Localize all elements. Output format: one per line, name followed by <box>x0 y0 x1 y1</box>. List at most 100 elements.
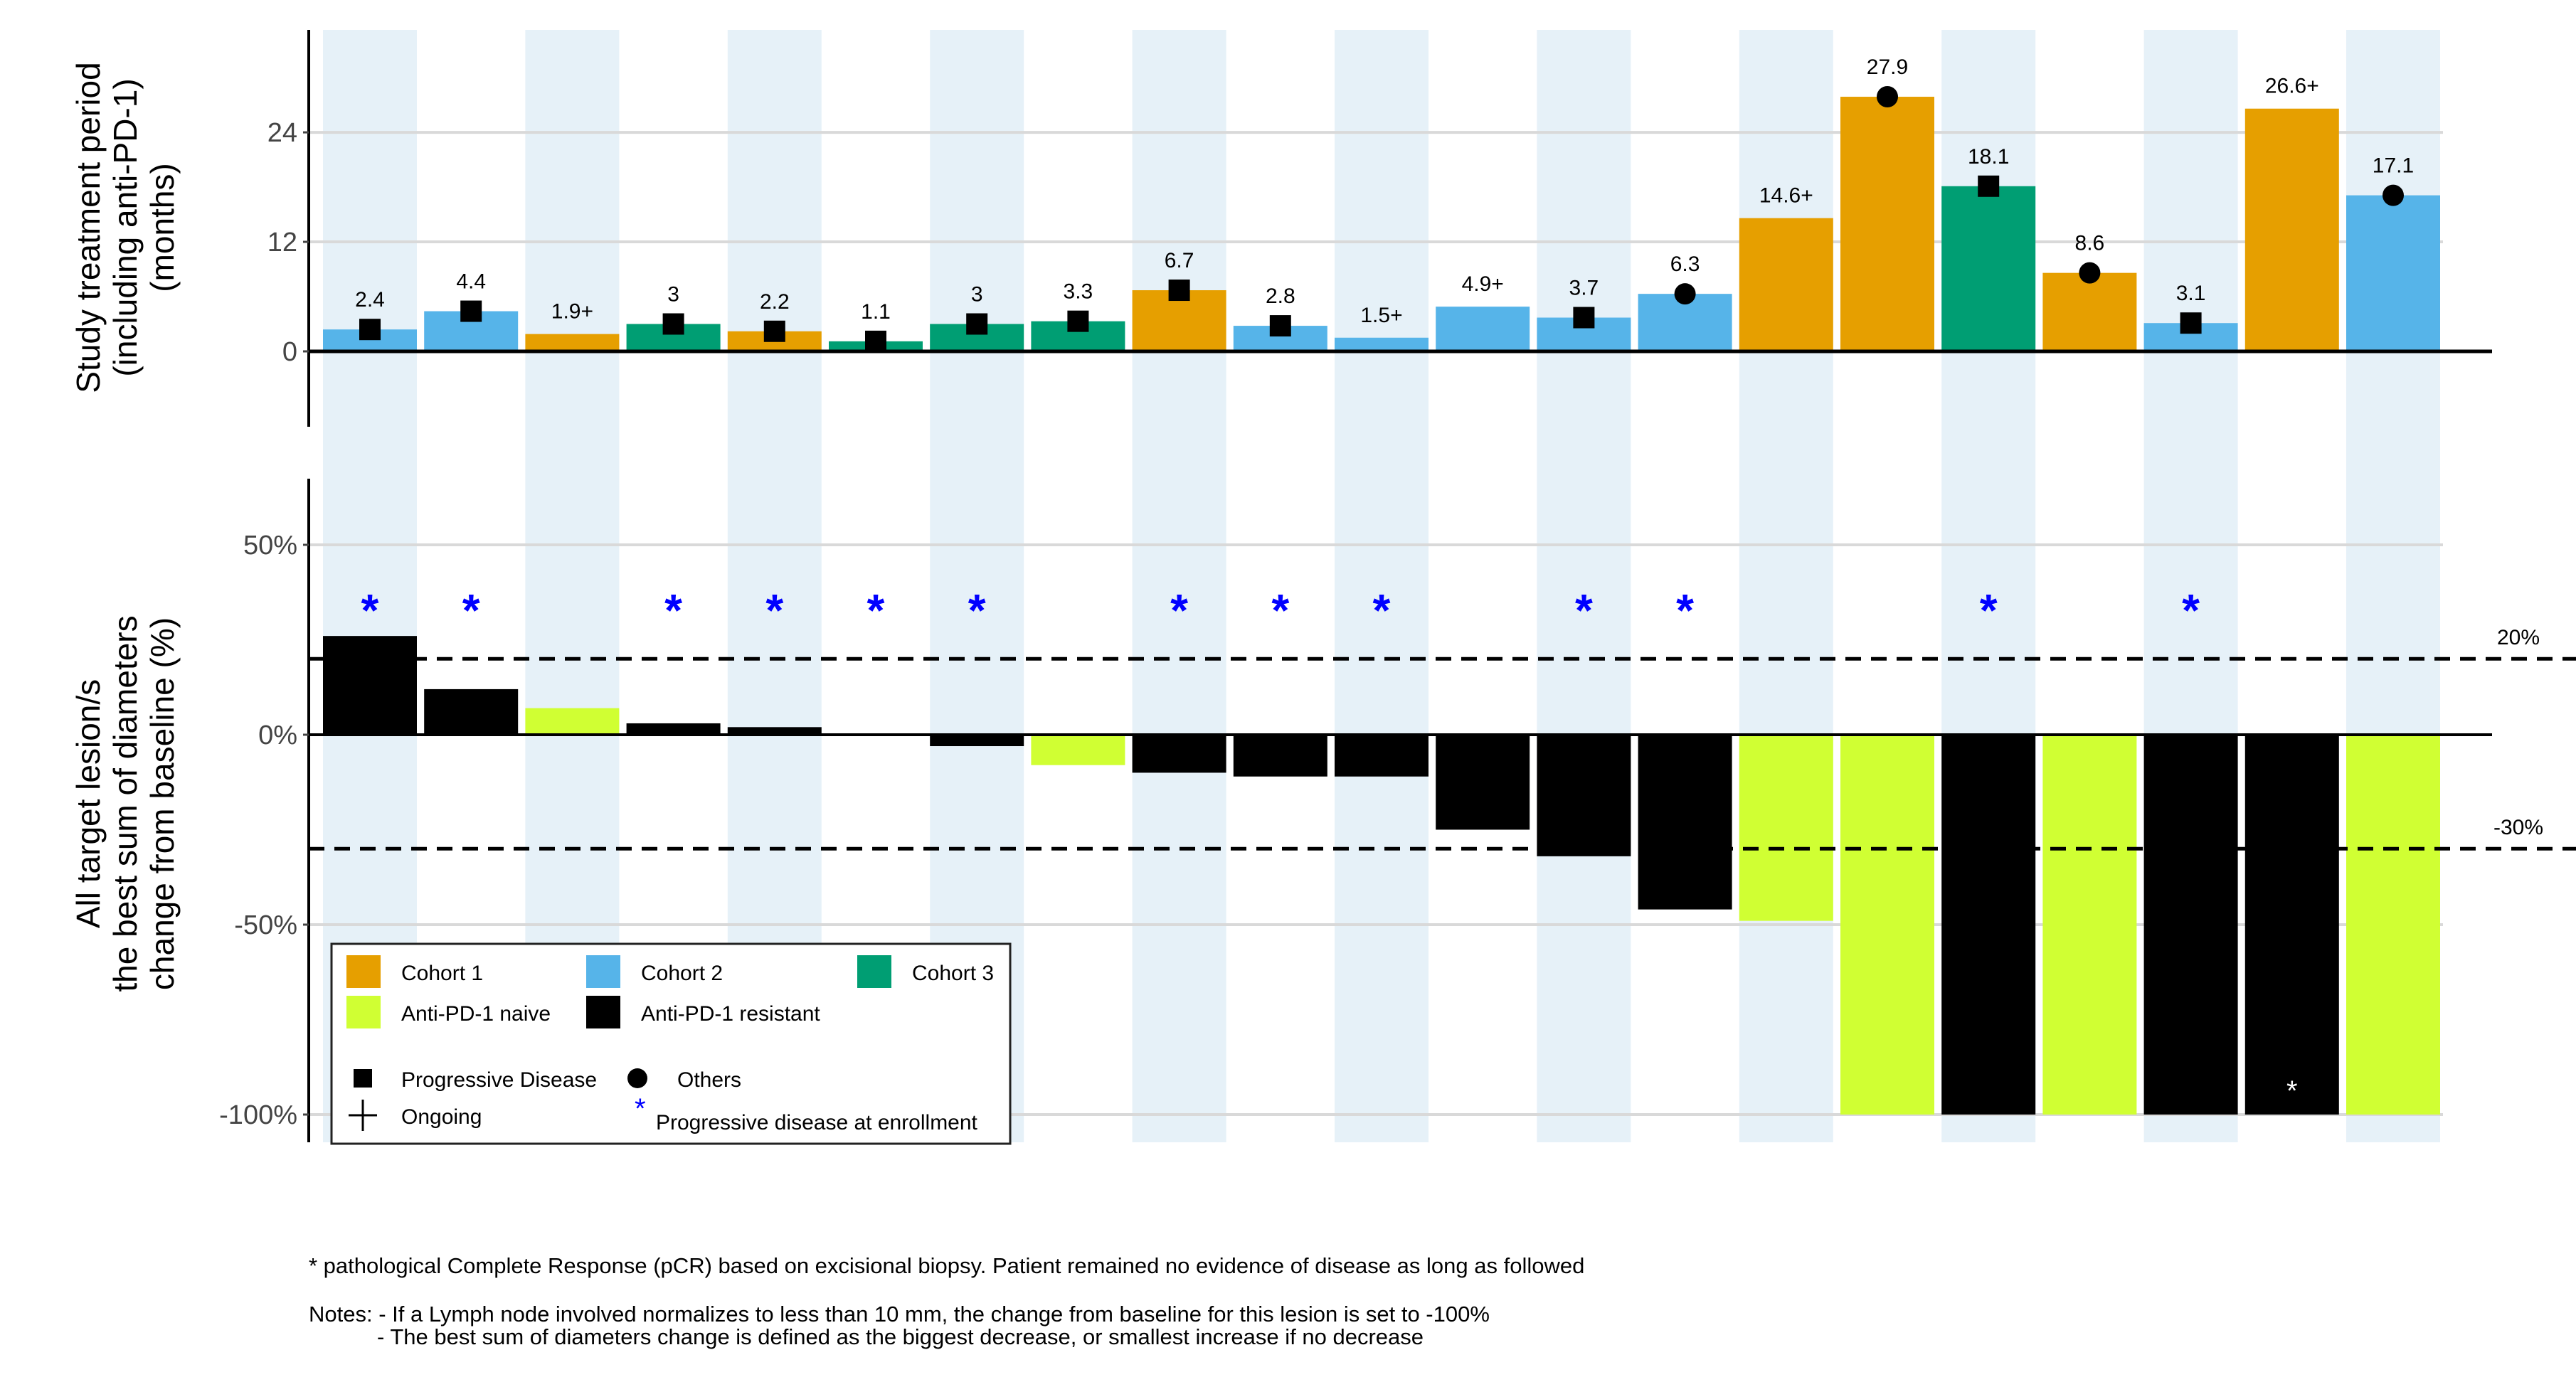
column-band <box>1739 30 1833 1142</box>
enrollment-asterisk: * <box>1676 585 1694 636</box>
legend-swatch <box>346 996 381 1028</box>
others-marker <box>1674 283 1696 305</box>
enrollment-asterisk: * <box>1170 585 1188 636</box>
value-label: 1.1 <box>861 300 891 324</box>
enrollment-asterisk: * <box>2182 585 2200 636</box>
reference-line-label: -30% <box>2493 816 2543 839</box>
y-tick-label: 12 <box>267 228 297 257</box>
progressive-disease-marker <box>865 330 886 352</box>
value-label: 1.5+ <box>1360 304 1402 327</box>
value-label: 4.4 <box>456 270 486 294</box>
y-tick-label: 0% <box>258 721 297 750</box>
legend-swatch <box>586 955 620 988</box>
value-label: 2.4 <box>355 288 385 312</box>
legend-label: Progressive Disease <box>401 1068 597 1092</box>
lesion-change-bar <box>2346 735 2440 1115</box>
y-axis-title-line: the best sum of diameters <box>107 615 144 991</box>
progressive-disease-marker <box>460 300 482 322</box>
enrollment-asterisk: * <box>1271 585 1289 636</box>
y-axis-title-line: change from baseline (%) <box>144 617 181 990</box>
value-label: 14.6+ <box>1759 184 1813 208</box>
lesion-change-bar <box>2042 735 2137 1115</box>
progressive-disease-marker <box>2180 312 2202 334</box>
y-tick-label: -50% <box>234 910 297 940</box>
y-tick-label: 24 <box>267 118 297 148</box>
enrollment-asterisk: * <box>462 585 480 636</box>
value-label: 8.6 <box>2075 232 2105 255</box>
legend-label: Progressive disease at enrollment <box>656 1111 978 1134</box>
value-label: 3.3 <box>1064 280 1093 304</box>
lesion-change-bar <box>424 688 519 735</box>
bottom-panel-lesion-change: * * * * * * * * * * * * * * 20% -30% 50% 0% -50% -100% All t… <box>70 479 2576 1142</box>
progressive-disease-marker <box>763 320 785 342</box>
treatment-bar <box>1436 307 1530 351</box>
treatment-bar <box>2346 195 2440 351</box>
lesion-change-bar <box>2143 735 2238 1115</box>
value-label: 17.1 <box>2373 154 2414 178</box>
enrollment-asterisk: * <box>1373 585 1391 636</box>
legend-label: Others <box>677 1068 741 1092</box>
enrollment-asterisk: * <box>664 585 682 636</box>
y-axis-title-line: All target lesion/s <box>70 679 107 928</box>
progressive-disease-marker <box>662 313 684 335</box>
column-band <box>1335 30 1429 1142</box>
y-tick-label: 0 <box>282 337 297 367</box>
lesion-change-bar <box>1840 735 1934 1115</box>
legend-label: Cohort 2 <box>641 962 723 985</box>
reference-line-label: 20% <box>2497 626 2540 649</box>
legend-swatch <box>857 955 891 988</box>
lesion-change-bar <box>525 708 620 735</box>
lesion-change-bar <box>930 735 1024 747</box>
treatment-bar <box>1335 337 1429 351</box>
column-band <box>1537 30 1631 1142</box>
lesion-change-bar <box>1335 735 1429 777</box>
lesion-change-bar <box>1537 735 1631 856</box>
lesion-change-bar <box>1638 735 1732 910</box>
progressive-disease-marker <box>1168 280 1190 302</box>
value-label: 27.9 <box>1867 55 1908 79</box>
value-label: 1.9+ <box>551 300 593 324</box>
lesion-change-bar <box>626 723 721 735</box>
y-axis-title-top: Study treatment period(including anti-PD… <box>70 62 181 393</box>
treatment-bar <box>1941 186 2036 351</box>
legend-swatch <box>586 996 620 1028</box>
treatment-bar <box>1840 97 1934 351</box>
legend-label: Cohort 1 <box>401 962 483 985</box>
treatment-bar <box>1739 218 1833 351</box>
treatment-bar <box>525 334 620 351</box>
treatment-bar <box>2042 272 2137 351</box>
y-axis-title-line: (including anti-PD-1) <box>107 78 144 376</box>
legend: Cohort 1 Cohort 2 Cohort 3 Anti-PD-1 naive A… <box>330 942 1012 1145</box>
legend-asterisk-icon: * <box>635 1093 646 1125</box>
enrollment-asterisk: * <box>867 585 885 636</box>
progressive-disease-marker <box>1978 175 2000 197</box>
value-label: 4.9+ <box>1462 272 1504 296</box>
lesion-change-bar <box>1436 735 1530 830</box>
value-label: 2.8 <box>1266 285 1295 308</box>
lesion-change-bar <box>727 727 822 735</box>
enrollment-asterisk: * <box>1980 585 1998 636</box>
others-marker <box>2382 184 2404 206</box>
value-label: 3 <box>667 283 679 307</box>
lesion-change-bar <box>2244 735 2339 1115</box>
value-label: 6.3 <box>1670 252 1700 276</box>
y-axis-title-line: (months) <box>144 163 181 292</box>
progressive-disease-marker <box>1067 310 1089 332</box>
progressive-disease-marker <box>1269 315 1291 337</box>
lesion-change-bar <box>1233 735 1327 777</box>
value-label: 2.2 <box>760 290 790 314</box>
lesion-change-bar <box>1941 735 2036 1115</box>
lesion-change-bar <box>1739 735 1833 921</box>
y-tick-label: -100% <box>219 1100 297 1130</box>
y-axis-title-bottom: All target lesion/sthe best sum of diame… <box>70 615 181 991</box>
legend-box <box>330 942 1012 1145</box>
legend-label: Cohort 3 <box>912 962 994 985</box>
legend-label: Ongoing <box>401 1105 482 1129</box>
lesion-change-bar <box>1132 735 1226 773</box>
y-axis-title-line: Study treatment period <box>70 62 107 393</box>
footnote-notes-2: - The best sum of diameters change is de… <box>377 1324 1424 1349</box>
legend-label: Anti-PD-1 naive <box>401 1002 551 1026</box>
lesion-change-bar <box>323 636 417 735</box>
progressive-disease-marker <box>966 313 988 335</box>
